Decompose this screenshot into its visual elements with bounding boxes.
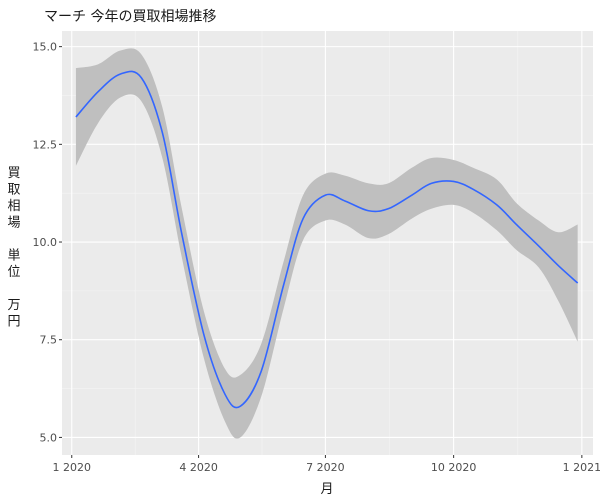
x-axis-ticks: 1 2020 4 2020 7 2020 10 2020 1 2021	[53, 455, 600, 474]
y-axis-title-char: 単	[7, 248, 20, 264]
y-axis-ticks: 5.0 7.5 10.0 12.5 15.0	[33, 41, 62, 444]
y-axis-title-char: 相	[7, 199, 20, 214]
y-tick-label: 12.5	[33, 138, 58, 151]
y-axis-title-char: 位	[7, 265, 20, 280]
x-tick-label: 1 2020	[53, 461, 92, 474]
y-tick-label: 10.0	[33, 236, 58, 249]
confidence-band-layer	[75, 48, 578, 439]
x-tick-label: 4 2020	[179, 461, 218, 474]
confidence-band	[75, 48, 578, 439]
smooth-line	[75, 70, 579, 409]
y-axis-title-char: 買	[7, 166, 20, 181]
x-tick-label: 10 2020	[431, 461, 477, 474]
x-tick-label: 1 2021	[563, 461, 600, 474]
chart-title: マーチ 今年の買取相場推移	[44, 9, 216, 25]
smooth-line-layer	[75, 70, 579, 409]
y-tick-label: 7.5	[40, 334, 58, 347]
x-axis-title: 月	[320, 482, 333, 497]
y-tick-label: 5.0	[40, 431, 58, 444]
y-axis-title-char: 万	[7, 298, 20, 313]
y-axis-title-char: 円	[7, 315, 20, 330]
x-tick-label: 7 2020	[306, 461, 345, 474]
y-axis-title-char: 場	[7, 216, 20, 231]
y-axis-title-char: 取	[7, 183, 20, 198]
y-tick-label: 15.0	[33, 41, 58, 54]
